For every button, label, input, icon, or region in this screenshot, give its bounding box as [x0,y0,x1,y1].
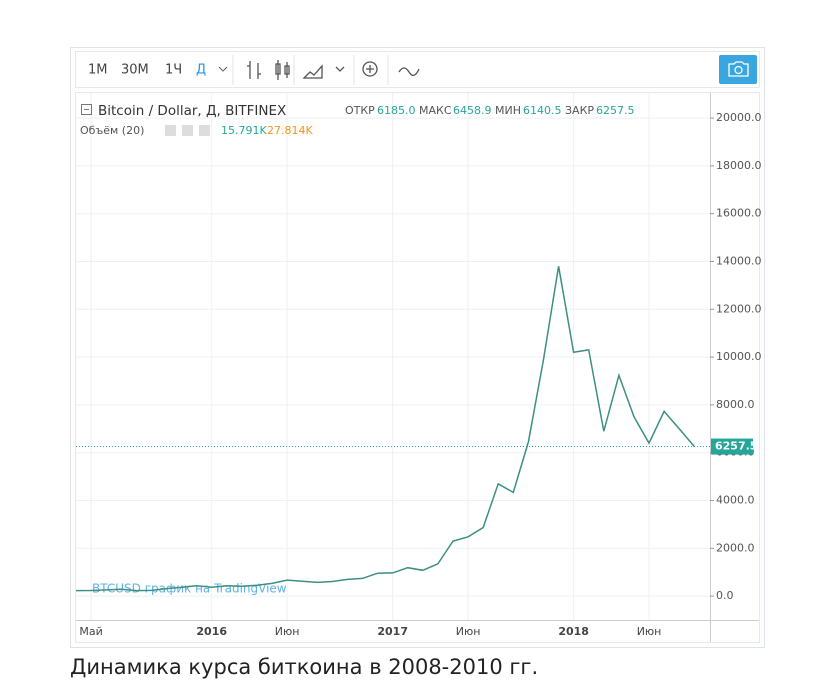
ohlc-label: ОТКР [345,104,375,117]
ohlc-value: 6185.0 [377,104,416,117]
watermark: BTCUSD график на TradingView [92,582,287,596]
price-line [75,266,695,592]
area-icon[interactable] [302,64,323,79]
last-price-label: 6257.5 [715,440,757,453]
snapshot-button[interactable] [719,55,757,84]
widget-frame [70,47,765,648]
dropdown-icon[interactable] [218,66,228,72]
indicator-icon[interactable] [362,61,378,77]
chart-pane [75,92,760,643]
y-tick-label: 2000.0 [716,541,755,554]
ohlc-value: 6257.5 [596,104,635,117]
settings-icon[interactable] [182,125,193,136]
ohlc-label: ЗАКР [565,104,594,117]
candles-icon[interactable] [275,60,290,80]
volume-ma-value: 27.814K [267,124,313,137]
x-tick-label: 2018 [558,625,589,638]
y-tick-label: 18000.0 [716,159,762,172]
y-tick-label: 4000.0 [716,493,755,506]
x-tick-label: 2017 [377,625,408,638]
y-tick-label: 10000.0 [716,350,762,363]
y-tick-label: 8000.0 [716,398,755,411]
y-tick-label: 0.0 [716,589,734,602]
ohlc-label: МАКС [419,104,452,117]
y-tick-label: 14000.0 [716,254,762,267]
collapse-icon[interactable] [81,104,92,115]
x-tick-label: 2016 [196,625,227,638]
symbol-title: Bitcoin / Dollar, Д, BITFINEX [98,103,286,119]
close-icon[interactable] [199,125,210,136]
dropdown-icon[interactable] [335,66,345,72]
settings-icon[interactable] [165,125,176,136]
y-tick-label: 20000.0 [716,111,762,124]
volume-label: Объём (20) [80,124,144,137]
volume-value: 15.791K [221,124,267,137]
x-tick-label: Май [79,625,102,638]
interval-button[interactable]: Д [196,63,206,78]
interval-button[interactable]: 1Ч [165,63,182,78]
ohlc-value: 6140.5 [523,104,562,117]
bars-icon[interactable] [247,61,261,79]
compare-icon[interactable] [398,67,420,76]
last-price-box [711,438,753,455]
caption: Динамика курса биткоина в 2008-2010 гг. [70,655,538,679]
x-tick-label: Июн [637,625,662,638]
interval-button[interactable]: 30М [121,63,149,78]
interval-button[interactable]: 1М [88,63,108,78]
toolbar [75,51,760,88]
y-tick-label: 16000.0 [716,207,762,220]
y-tick-label: 12000.0 [716,302,762,315]
x-tick-label: Июн [275,625,300,638]
ohlc-label: МИН [495,104,521,117]
x-tick-label: Июн [456,625,481,638]
ohlc-value: 6458.9 [453,104,492,117]
